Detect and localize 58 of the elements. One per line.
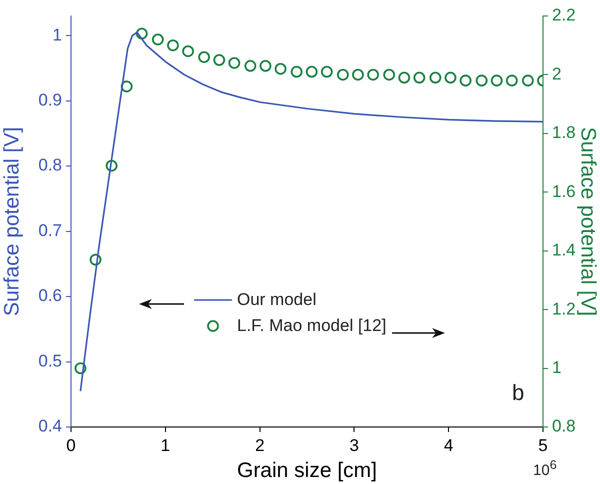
y2-tick-label: 1.2 xyxy=(552,299,576,318)
point xyxy=(444,72,456,84)
point xyxy=(429,72,442,84)
annotation: b xyxy=(512,380,524,406)
x-tick-label: 3 xyxy=(349,436,359,455)
point xyxy=(320,66,333,78)
y-tick-label: 0.4 xyxy=(38,416,62,436)
y2-axis-title: Surface potential [V] xyxy=(576,126,600,316)
point xyxy=(506,74,518,86)
point xyxy=(274,62,286,75)
y2-tick-label: 1.6 xyxy=(552,182,576,201)
point xyxy=(383,68,396,81)
point xyxy=(522,74,534,86)
point xyxy=(228,57,240,69)
x-tick-label: 5 xyxy=(538,436,548,455)
y2-tick-label: 1 xyxy=(552,358,562,377)
point xyxy=(106,160,118,172)
point xyxy=(398,72,410,84)
y-tick-label: 0.5 xyxy=(38,351,62,370)
point xyxy=(167,39,179,52)
point xyxy=(413,72,426,84)
legend-label: L.F. Mao model [12] xyxy=(237,315,386,337)
point xyxy=(198,51,210,63)
point xyxy=(152,34,164,46)
y2-tick-label: 1.8 xyxy=(552,123,576,142)
point xyxy=(336,68,349,81)
point xyxy=(213,54,226,66)
y-tick-label: 0.9 xyxy=(38,90,62,110)
point xyxy=(182,45,194,58)
x-axis-title: Grain size [cm] xyxy=(236,459,378,482)
x-tick-label: 4 xyxy=(444,436,454,455)
y2-tick-label: 2 xyxy=(552,64,562,84)
point xyxy=(290,66,303,78)
point xyxy=(460,74,472,86)
legend-label: Our model xyxy=(237,289,316,311)
text: 10$^{6}$ xyxy=(533,458,557,479)
point xyxy=(476,74,488,86)
point xyxy=(260,60,272,72)
y-tick-label: 0.8 xyxy=(38,156,62,175)
x-tick-label: 0 xyxy=(66,436,76,455)
point xyxy=(367,68,379,81)
y-axis-title: Surface potential [V] xyxy=(0,126,24,316)
point xyxy=(136,28,148,40)
y2-tick-label: 1.4 xyxy=(552,240,576,260)
point xyxy=(244,60,256,72)
y2-tick-label: 2.2 xyxy=(552,6,576,25)
y-tick-label: 0.6 xyxy=(38,286,62,306)
y-tick-label: 1 xyxy=(52,25,62,44)
point xyxy=(306,66,318,78)
point xyxy=(352,68,364,81)
y2-tick-label: 0.8 xyxy=(552,416,576,436)
point xyxy=(490,74,503,86)
y-tick-label: 0.7 xyxy=(38,220,62,240)
point xyxy=(74,362,86,374)
x-tick-label: 1 xyxy=(160,436,170,455)
point xyxy=(120,80,133,92)
point xyxy=(90,254,102,266)
x-tick-label: 2 xyxy=(255,436,265,455)
